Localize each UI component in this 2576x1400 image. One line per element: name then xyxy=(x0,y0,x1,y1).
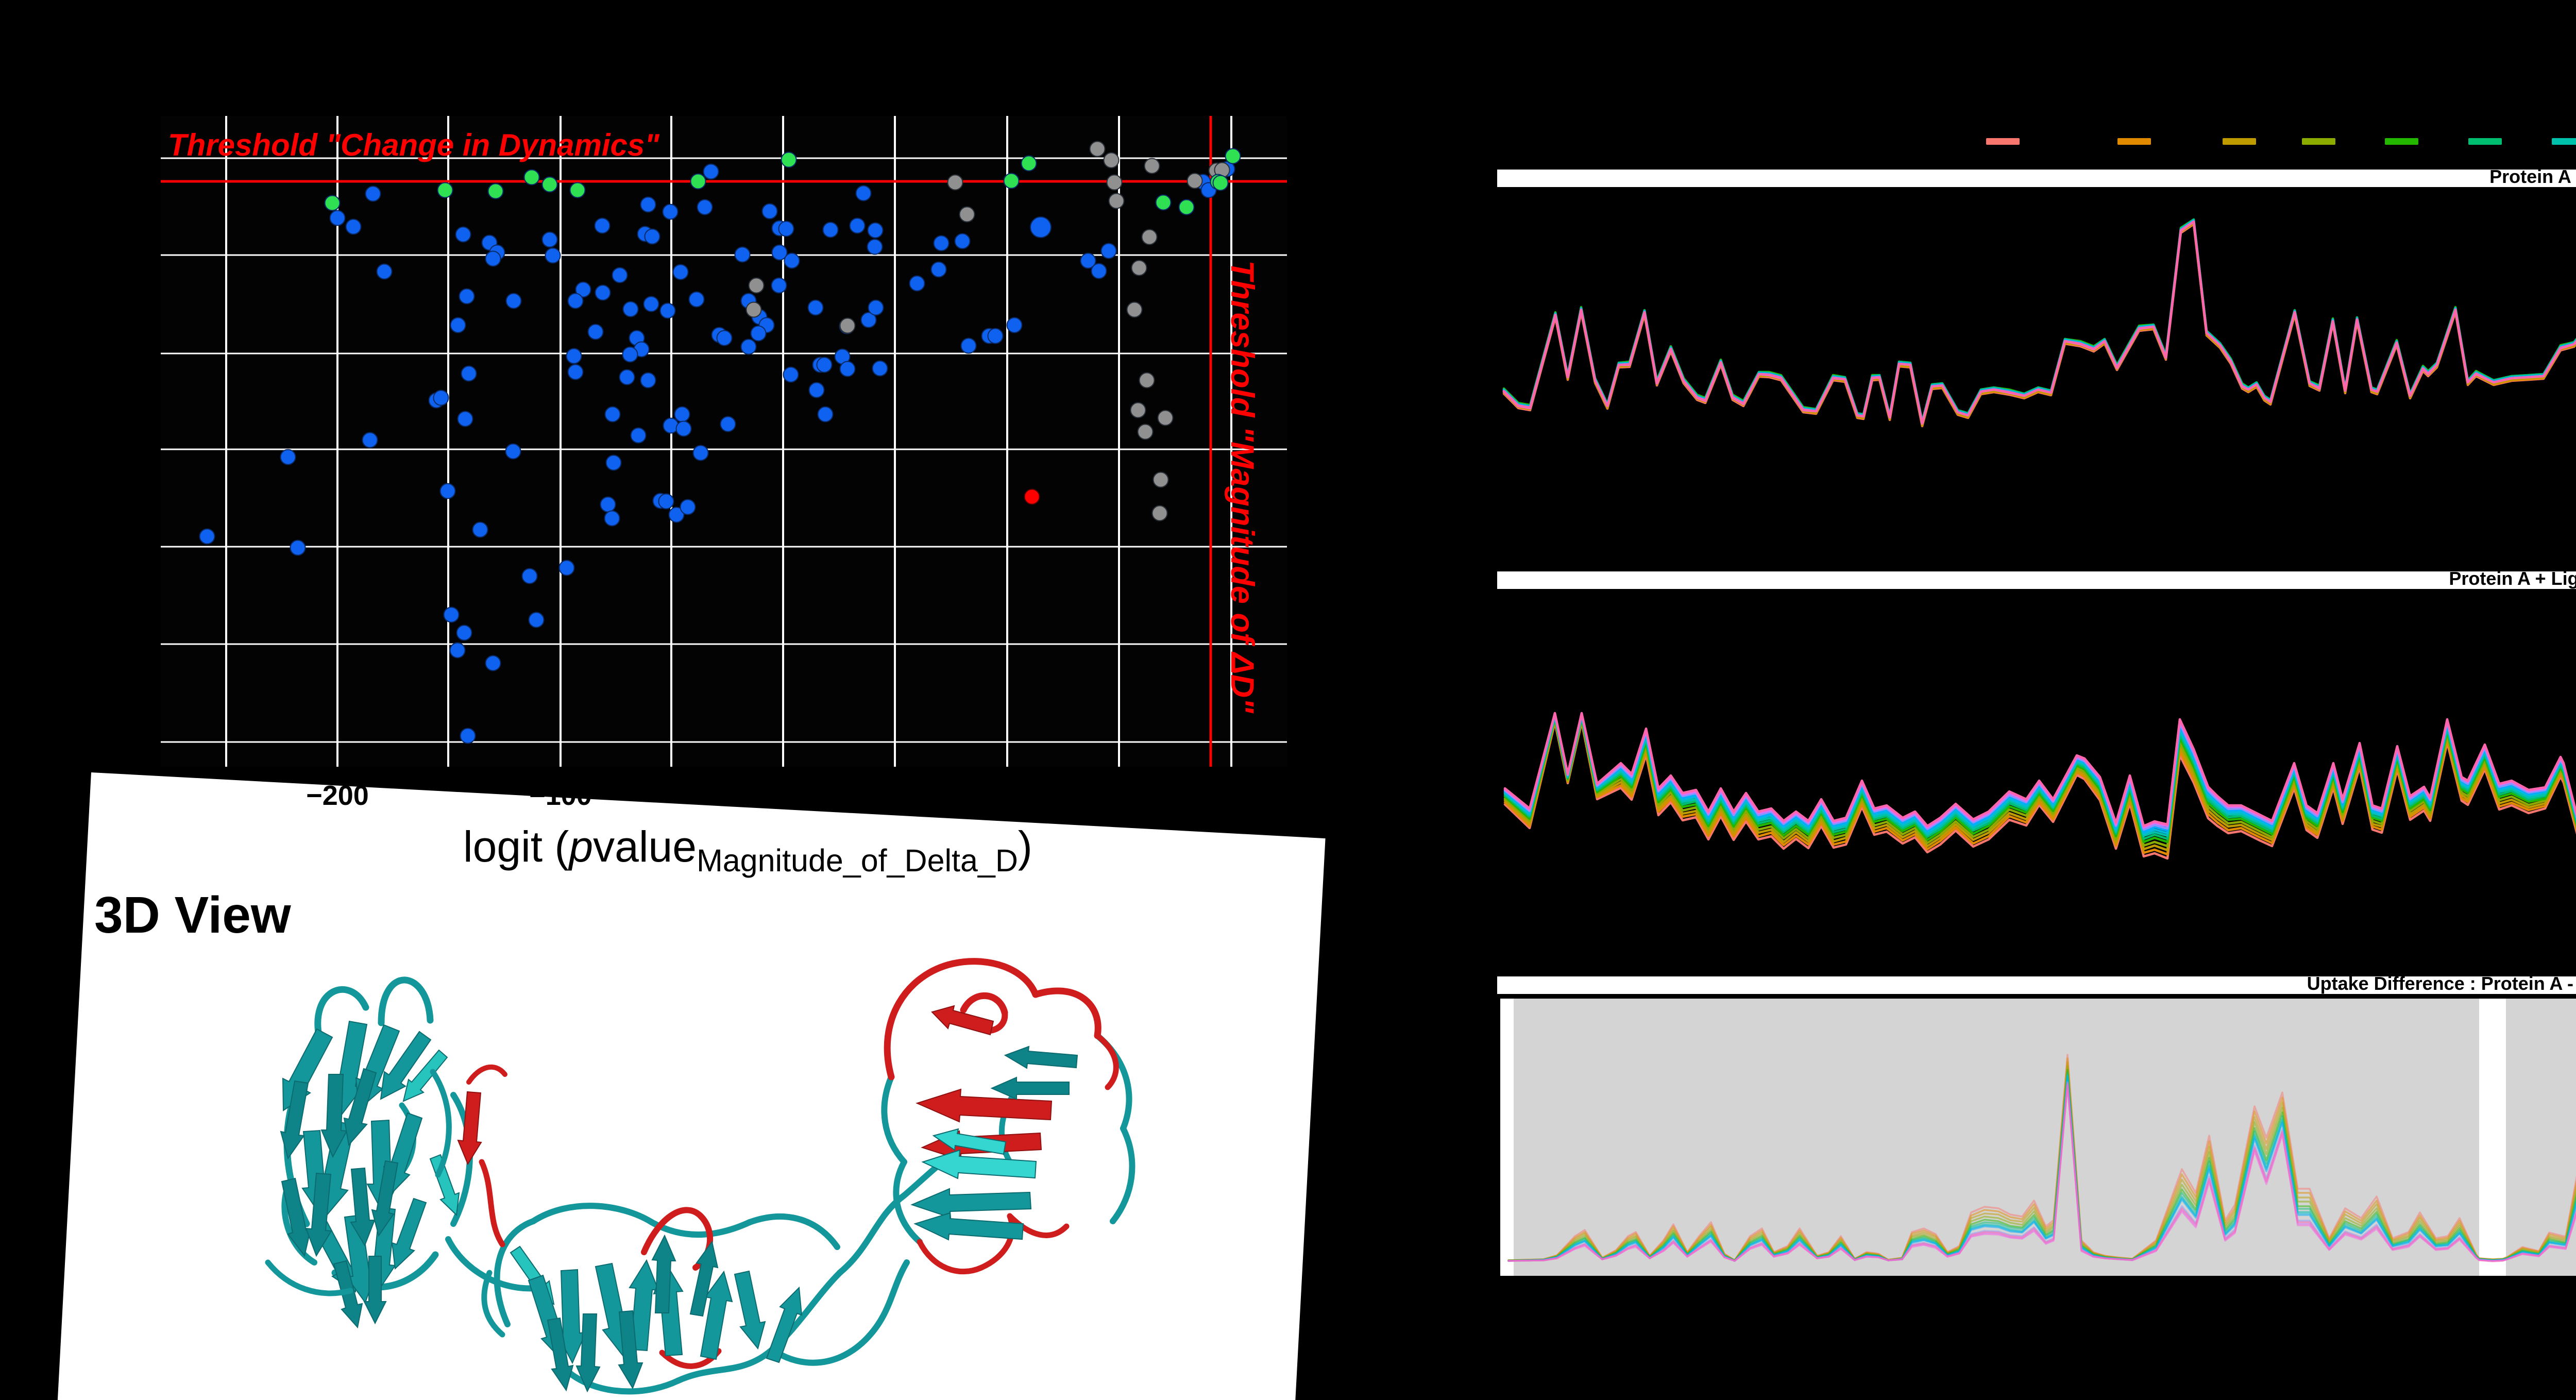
svg-text:Protein A: Protein A xyxy=(2489,166,2571,187)
svg-text:Uptake Difference : Protein A: Uptake Difference : Protein A - (Protein… xyxy=(2307,973,2576,994)
svg-text:Threshold "Change in Dynamics": Threshold "Change in Dynamics" xyxy=(168,128,660,162)
svg-text:Threshold "Magnitude of ΔD": Threshold "Magnitude of ΔD" xyxy=(1224,260,1260,714)
svg-text:3D View: 3D View xyxy=(94,886,291,944)
svg-text:Protein A + Ligand: Protein A + Ligand xyxy=(2449,568,2576,589)
svg-text:−200: −200 xyxy=(306,780,369,811)
svg-text:−100: −100 xyxy=(529,780,592,811)
